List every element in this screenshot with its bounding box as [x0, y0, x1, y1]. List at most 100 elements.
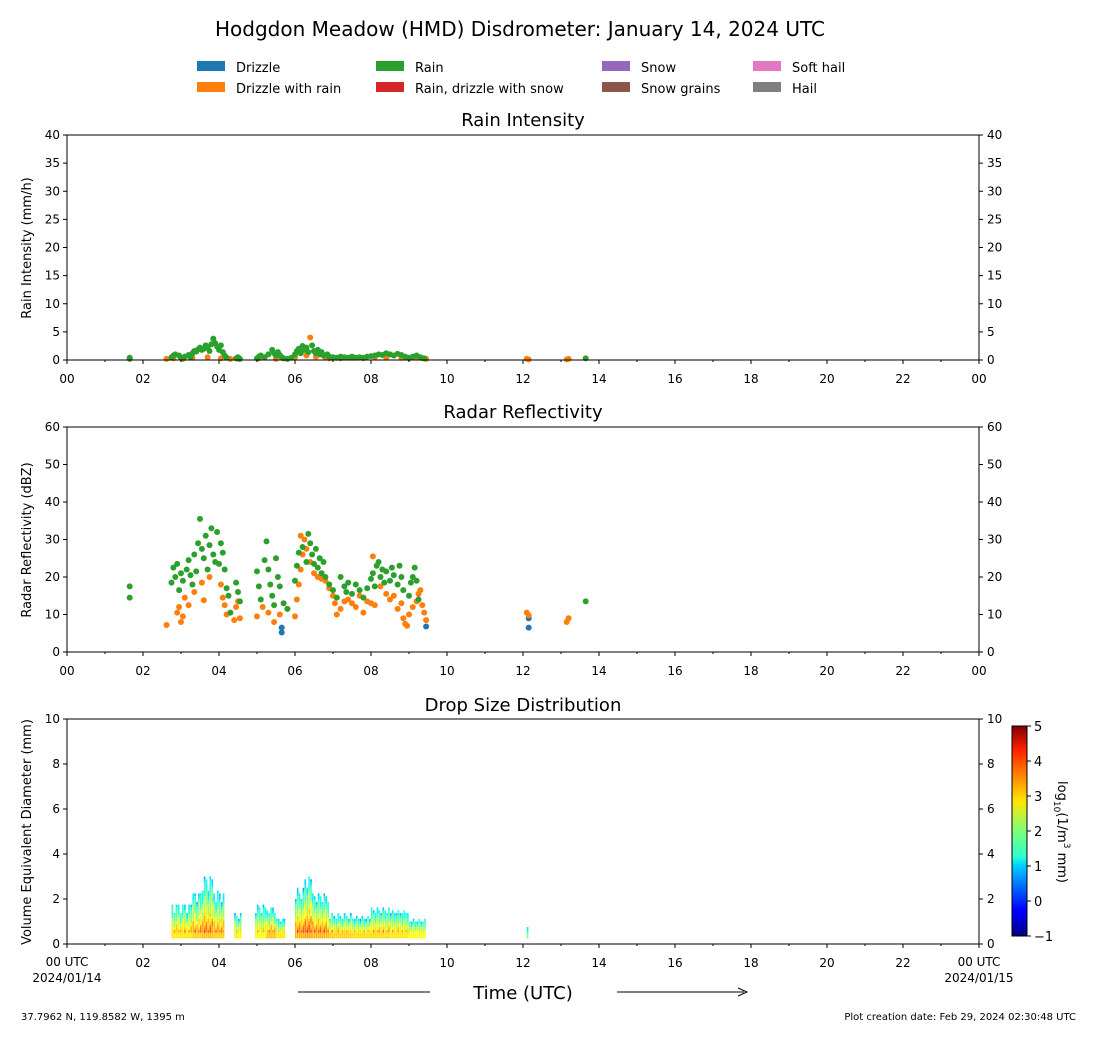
- dsd-cell-1-1: [194, 924, 196, 928]
- dsd-cell-12-4: [359, 921, 362, 925]
- dsd-cell-1-0: [192, 918, 195, 922]
- dsd-cell-2-4: [209, 924, 212, 928]
- dsd-cell-9-2: [308, 935, 310, 939]
- dsd-cell-11-7: [343, 915, 346, 919]
- dsd-cell-11-6: [341, 927, 344, 930]
- dsd-cell-2-5: [211, 907, 214, 911]
- dsd-cell-15-3: [414, 924, 417, 928]
- y-tick-label-right-1-4: 40: [987, 495, 1002, 509]
- dsd-cell-8-0: [295, 910, 297, 914]
- point-1-1-51: [369, 553, 376, 560]
- dsd-cell-14-1: [391, 910, 394, 914]
- dsd-cell-13-5: [380, 929, 383, 933]
- dsd-cell-7-0: [276, 929, 278, 933]
- dsd-cell-15-8: [424, 935, 426, 939]
- dsd-cell-10-6: [323, 910, 326, 914]
- dsd-cell-9-0: [304, 918, 307, 922]
- point-1-2-0: [126, 594, 133, 601]
- dsd-cell-3-5: [222, 929, 225, 933]
- dsd-cell-13-9: [388, 932, 390, 936]
- dsd-cell-6-3: [272, 915, 274, 919]
- dsd-cell-3-5: [222, 910, 225, 914]
- point-1-2-91: [398, 574, 405, 580]
- dsd-cell-6-0: [266, 913, 269, 916]
- dsd-cell-10-8: [327, 907, 329, 911]
- dsd-cell-2-3: [207, 913, 210, 916]
- dsd-cell-8-3: [300, 915, 303, 919]
- dsd-cell-10-1: [314, 915, 316, 919]
- dsd-cell-4-1: [236, 929, 238, 933]
- dsd-cell-10-4: [319, 910, 322, 914]
- dsd-cell-11-5: [339, 918, 342, 922]
- dsd-cell-15-6: [420, 929, 423, 933]
- dsd-cell-2-2: [205, 899, 208, 902]
- point-1-2-44: [271, 602, 278, 609]
- point-1-1-3: [178, 619, 184, 625]
- dsd-cell-12-7: [365, 927, 367, 930]
- dsd-cell-2-0: [201, 913, 204, 916]
- dsd-cell-8-1: [296, 915, 299, 919]
- y-tick-label-right-0-3: 15: [987, 269, 1002, 283]
- dsd-cell-1-4: [200, 921, 202, 925]
- dsd-cell-13-0: [371, 932, 373, 936]
- dsd-cell-13-7: [384, 935, 386, 939]
- dsd-cell-2-5: [211, 913, 214, 916]
- dsd-cell-12-3: [357, 921, 360, 925]
- dsd-cell-8-3: [300, 899, 303, 902]
- dsd-cell-2-5: [211, 927, 214, 930]
- dsd-cell-10-5: [321, 924, 324, 928]
- dsd-cell-9-3: [310, 887, 312, 891]
- dsd-cell-12-6: [363, 921, 366, 925]
- time-end-label-line1: 00 UTC: [958, 955, 1001, 969]
- dsd-cell-14-9: [407, 921, 409, 925]
- y-tick-label-right-0-2: 10: [987, 297, 1002, 311]
- dsd-cell-15-8: [424, 927, 426, 930]
- point-1-2-52: [295, 549, 302, 556]
- dsd-cell-9-0: [304, 907, 307, 911]
- dsd-cell-8-4: [302, 901, 305, 905]
- dsd-cell-0-2: [175, 932, 178, 936]
- dsd-cell-11-1: [331, 935, 334, 939]
- dsd-cell-10-0: [312, 893, 314, 897]
- dsd-cell-11-6: [341, 932, 344, 936]
- dsd-cell-9-2: [308, 915, 310, 919]
- x-tick-label-0-11: 22: [895, 372, 910, 386]
- dsd-cell-2-1: [203, 904, 206, 908]
- dsd-cell-4-2: [238, 929, 240, 933]
- point-0-0-28: [525, 356, 532, 363]
- dsd-cell-15-7: [422, 921, 424, 925]
- dsd-cell-12-6: [363, 927, 366, 930]
- dsd-cell-11-10: [349, 929, 352, 933]
- point-1-2-8: [179, 577, 186, 584]
- dsd-cell-7-4: [283, 932, 286, 936]
- dsd-cell-6-2: [270, 913, 272, 916]
- dsd-cell-0-6: [184, 935, 186, 939]
- dsd-cell-8-0: [295, 935, 297, 939]
- dsd-cell-6-0: [266, 935, 269, 939]
- dsd-cell-10-3: [317, 893, 320, 897]
- dsd-cell-8-3: [300, 918, 303, 922]
- dsd-cell-0-5: [181, 921, 184, 925]
- dsd-cell-15-0: [409, 932, 411, 936]
- dsd-cell-12-0: [352, 921, 354, 925]
- y-tick-label-left-1-6: 60: [45, 420, 60, 434]
- dsd-cell-13-1: [372, 913, 375, 916]
- dsd-cell-8-4: [302, 910, 305, 914]
- dsd-cell-0-1: [173, 924, 176, 928]
- dsd-cell-2-4: [209, 927, 212, 930]
- dsd-cell-9-2: [308, 927, 310, 930]
- dsd-cell-9-1: [306, 924, 309, 928]
- dsd-cell-13-9: [388, 935, 390, 939]
- dsd-cell-12-8: [367, 927, 369, 930]
- dsd-cell-9-0: [304, 932, 307, 936]
- dsd-cell-1-0: [192, 929, 195, 933]
- dsd-cell-0-0: [171, 924, 174, 928]
- dsd-cell-5-2: [258, 924, 261, 928]
- dsd-cell-13-7: [384, 927, 386, 930]
- dsd-cell-9-1: [306, 929, 309, 933]
- dsd-cell-9-3: [310, 884, 312, 888]
- dsd-cell-8-2: [298, 907, 301, 911]
- dsd-cell-2-2: [205, 904, 208, 908]
- dsd-cell-12-0: [352, 918, 354, 922]
- dsd-cell-2-1: [203, 910, 206, 914]
